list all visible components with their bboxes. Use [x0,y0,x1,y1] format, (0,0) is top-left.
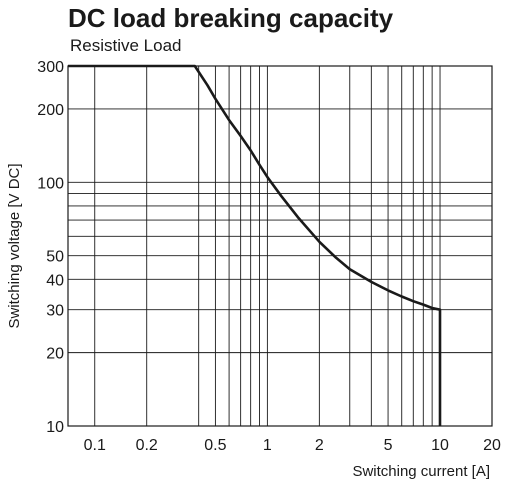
y-tick-label: 300 [37,59,64,76]
x-tick-label: 0.5 [204,437,226,454]
vertical-gridlines [94,66,493,426]
y-tick-label: 50 [46,249,64,266]
series-layer [68,64,442,426]
y-tick-label: 200 [37,102,64,119]
horizontal-gridlines [68,65,492,427]
plot-frame [67,65,493,427]
y-tick-label: 20 [46,346,64,363]
x-tick-label: 0.1 [84,437,106,454]
x-tick-label: 20 [483,437,501,454]
y-tick-label: 10 [46,419,64,436]
x-tick-label: 2 [315,437,324,454]
chart-title: DC load breaking capacity [68,3,394,33]
y-tick-label: 30 [46,303,64,320]
x-tick-label: 0.2 [136,437,158,454]
x-tick-label: 10 [431,437,449,454]
chart-subtitle: Resistive Load [70,36,182,55]
y-axis-label: Switching voltage [V DC] [6,163,23,328]
x-tick-label: 5 [384,437,393,454]
y-tick-labels: 10 20 30 40 50 100 200 300 [37,59,64,436]
series-line [68,64,442,426]
x-axis-label: Switching current [A] [352,463,490,480]
y-tick-label: 40 [46,272,64,289]
y-tick-label: 100 [37,175,64,192]
x-tick-label: 1 [263,437,272,454]
x-tick-labels: 0.1 0.2 0.5 1 2 5 10 20 [84,437,501,454]
